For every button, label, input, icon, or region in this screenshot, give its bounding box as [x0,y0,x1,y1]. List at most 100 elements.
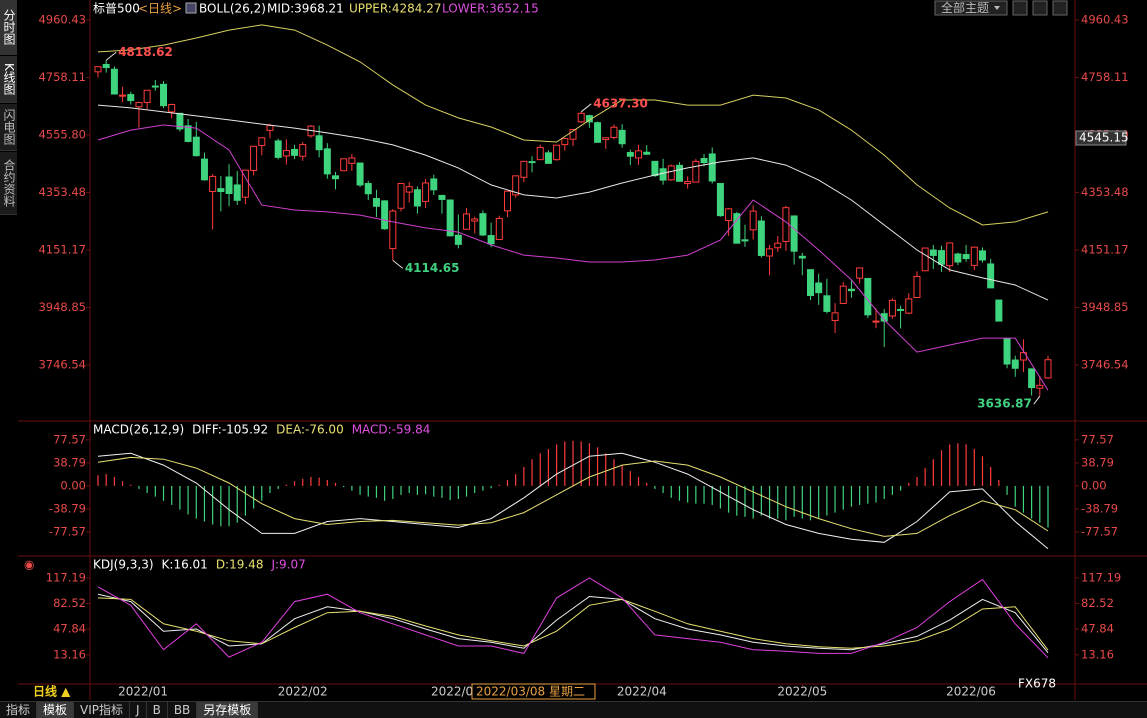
candle-body [250,145,258,171]
panel-icon: ◉ [24,558,34,572]
candle-body [217,188,225,192]
candle-body [544,152,552,164]
candle-body [594,122,602,143]
candle-body [774,242,782,249]
candle-body [495,217,503,241]
tool-button[interactable] [1032,0,1048,16]
background [18,0,1147,700]
y-tick-label: 4353.48 [38,185,86,199]
side-tab[interactable]: 合约资料 [0,152,17,215]
cursor-box [471,683,596,700]
candle-body [905,298,913,314]
candle-body [143,89,151,104]
candle-body [610,126,618,138]
y-tick-label: 13.16 [53,647,86,661]
y-tick-label: 0.00 [1081,478,1107,492]
side-tab[interactable]: 闪电图 [0,104,17,151]
candle-body [446,199,454,237]
candle-body [1011,359,1019,369]
annotation-leader [105,51,117,61]
candle-body [946,242,954,267]
candle-body [94,66,102,73]
candle-body [241,169,249,198]
side-tab[interactable]: 分时图 [0,0,17,55]
y-tick-label: 4960.43 [1081,12,1129,26]
candle-body [274,140,282,158]
candle-body [1003,338,1011,365]
candle-body [856,267,864,279]
candle-body [102,63,110,69]
tab[interactable]: VIP指标 [74,702,131,718]
y-tick-label: 47.84 [1081,622,1114,636]
annotation: 4637.30 [593,96,648,110]
candle-body [880,313,888,322]
annotation-leader [392,259,404,269]
y-tick-label: 4353.48 [1081,185,1129,199]
tab[interactable]: B [147,702,168,718]
candle-body [454,234,462,245]
candle-body [348,157,356,164]
candle-body [479,213,487,236]
candle-body [512,175,520,196]
y-tick-label: 117.19 [1081,570,1121,584]
candle-body [340,158,348,172]
tab[interactable]: 模板 [37,702,75,718]
theme-dropdown[interactable] [934,0,1008,16]
candle-body [282,150,290,157]
candle-body [381,200,389,230]
candle-body [839,285,847,304]
tool-button[interactable] [1052,0,1068,16]
tab[interactable]: J [130,702,147,718]
candle-body [119,94,127,97]
side-tab[interactable]: K线图 [0,56,17,103]
candle-body [323,148,331,175]
candle-body [995,299,1003,322]
candle-body [389,210,397,250]
annotation: 4114.65 [405,261,460,275]
candle-body [471,218,479,222]
candle-body [897,308,905,311]
x-tick-label: 2022/02 [278,685,328,699]
period-button[interactable]: 日线 ▲ [33,684,71,699]
y-tick-label: 3746.54 [1081,357,1129,371]
candle-body [815,282,823,294]
tab[interactable]: 指标 [0,702,38,718]
indicator-name: BOLL(26,2) [199,2,266,16]
x-tick-label: 2022/01 [118,685,168,699]
candle-body [700,158,708,163]
y-tick-label: 82.52 [1081,596,1114,610]
candle-body [520,160,528,178]
boll-upper [97,24,1049,226]
candle-body [635,150,643,159]
y-tick-label: -77.57 [1081,524,1118,538]
j-line [97,577,1049,659]
y-tick-label: -38.79 [1081,501,1118,515]
y-tick-label: 3948.85 [1081,300,1129,314]
indicator-icon[interactable] [185,2,197,14]
candle-body [725,208,733,221]
y-tick-label: 38.79 [1081,455,1114,469]
candle-body [626,152,634,157]
y-tick-label: 13.16 [1081,647,1114,661]
candle-body [569,129,577,140]
candle-body [716,183,724,217]
candle-body [807,269,814,297]
candle-body [372,198,380,207]
chart: 标普500 <日线> BOLL(26,2) MID:3968.21 UPPER:… [18,0,1147,700]
candle-body [463,213,471,230]
tab[interactable]: 另存模板 [197,702,259,718]
candle-body [782,207,790,243]
y-tick-label: 4151.17 [38,242,86,256]
candle-body [291,148,299,156]
tool-button[interactable] [1012,0,1028,16]
tab[interactable]: BB [168,702,198,718]
bottom-bar: 指标 模板 VIP指标 J B BB 另存模板 [0,701,1147,718]
annotation: 4818.62 [118,45,173,59]
candle-body [766,248,774,257]
candle-body [151,85,159,88]
candle-body [528,161,536,164]
y-tick-label: 4555.80 [38,127,86,141]
candle-body [225,176,233,194]
d-line [97,597,1049,651]
candle-body [954,253,962,263]
